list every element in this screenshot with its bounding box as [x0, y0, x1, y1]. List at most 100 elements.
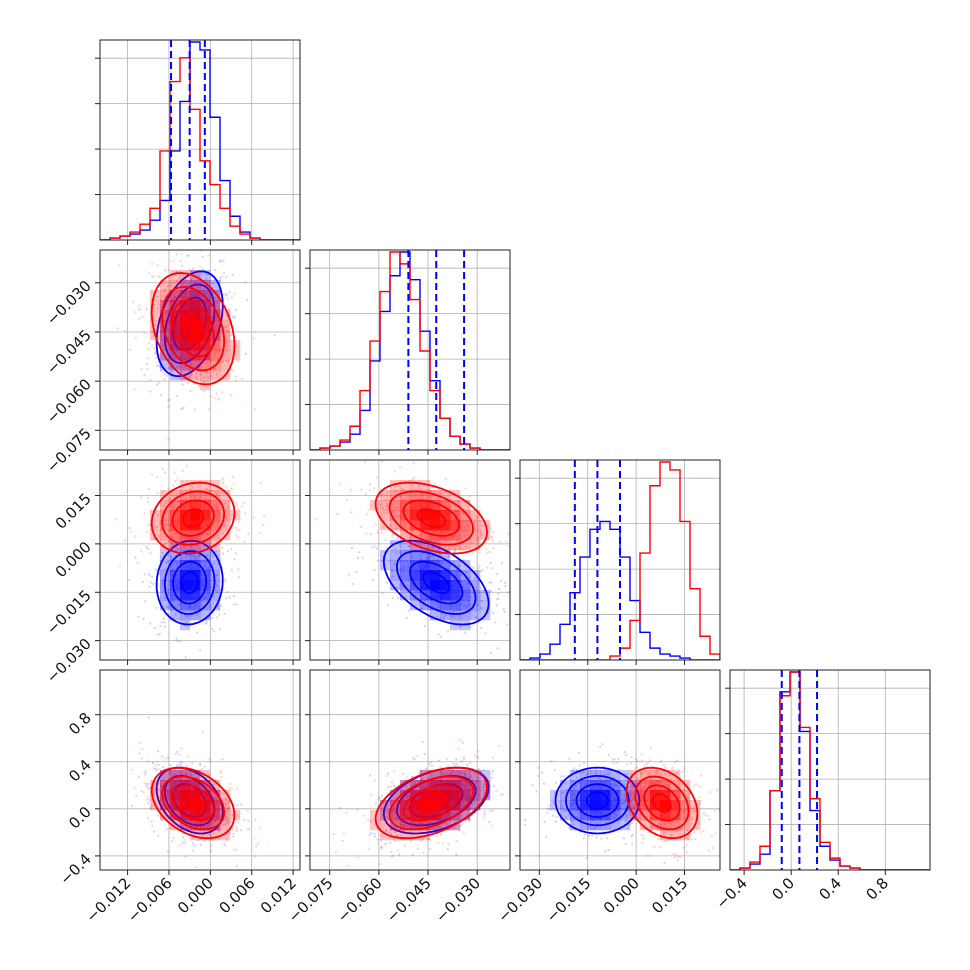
contour-red-2 [161, 490, 225, 546]
sample-point [163, 568, 166, 571]
sample-point [226, 507, 230, 510]
sample-point [167, 366, 170, 369]
sample-point [594, 768, 598, 771]
sample-point [138, 304, 141, 307]
density-cell [190, 800, 201, 811]
sample-point [420, 487, 423, 490]
contour-blue-0 [422, 571, 451, 595]
sample-point [395, 586, 398, 589]
sample-point [228, 596, 231, 599]
sample-point [622, 837, 625, 840]
sample-point [626, 773, 629, 776]
sample-point [428, 490, 431, 493]
sample-point [488, 794, 491, 797]
density-cell [420, 810, 431, 821]
density-cell [380, 490, 391, 501]
density-cell [560, 780, 571, 791]
sample-point [195, 613, 199, 616]
sample-point [455, 758, 458, 761]
sample-point [173, 295, 176, 298]
sample-point [514, 783, 516, 785]
density-cell [170, 540, 181, 551]
sample-point [554, 820, 557, 823]
sample-point [225, 837, 228, 840]
sample-point [166, 285, 169, 288]
sample-point [427, 546, 430, 550]
sample-point [379, 797, 382, 800]
sample-point [215, 574, 218, 577]
sample-point [235, 826, 238, 830]
sample-point [368, 489, 371, 492]
sample-point [491, 772, 494, 775]
sample-point [345, 811, 348, 815]
density-cell [470, 520, 481, 531]
sample-point [620, 802, 623, 806]
sample-point [375, 476, 378, 479]
sample-point [446, 765, 449, 768]
sample-point [469, 565, 472, 568]
density-cell [190, 310, 201, 321]
sample-point [482, 786, 485, 789]
sample-point [379, 503, 383, 506]
sample-point [259, 531, 262, 535]
sample-point [237, 821, 240, 824]
sample-point [208, 774, 211, 777]
sample-point [480, 607, 483, 610]
sample-point [186, 255, 189, 258]
sample-point [390, 799, 393, 802]
sample-point [676, 759, 679, 763]
sample-point [367, 508, 370, 511]
sample-point [461, 547, 464, 551]
sample-point [166, 791, 169, 794]
sample-point [578, 764, 581, 767]
density-cell [180, 350, 191, 361]
sample-point [702, 829, 705, 833]
sample-point [425, 557, 428, 560]
sample-point [185, 465, 189, 468]
sample-point [412, 462, 415, 465]
sample-point [205, 242, 207, 244]
sample-point [641, 834, 644, 837]
sample-point [631, 806, 634, 810]
sample-point [229, 334, 232, 337]
sample-point [156, 814, 159, 817]
sample-point [167, 540, 170, 544]
density-cell [430, 570, 441, 581]
sample-point [480, 524, 483, 527]
sample-point [657, 837, 660, 841]
sample-point [582, 771, 585, 774]
sample-point [203, 376, 206, 379]
density-cell [190, 820, 201, 831]
sample-point [391, 533, 394, 537]
sample-point [220, 275, 223, 278]
sample-point [232, 835, 235, 838]
sample-point [497, 592, 500, 596]
sample-point [420, 777, 423, 780]
sample-point [137, 775, 140, 778]
sample-point [690, 822, 693, 825]
sample-point [232, 848, 236, 851]
sample-point [487, 524, 490, 528]
sample-point [475, 755, 479, 759]
sample-point [607, 772, 610, 776]
density-cell [430, 580, 441, 591]
sample-point [225, 819, 228, 822]
sample-point [398, 822, 401, 825]
sample-point [225, 325, 228, 328]
sample-point [496, 598, 499, 601]
sample-point [224, 844, 227, 847]
density-cell [210, 800, 221, 811]
sample-point [163, 621, 166, 624]
y-tick-label-3-2: 0.4 [65, 756, 95, 786]
sample-point [153, 627, 156, 630]
sample-point [574, 784, 577, 787]
sample-point [192, 842, 195, 845]
sample-point [236, 829, 239, 832]
panel-content [520, 460, 720, 660]
panel-content [116, 242, 276, 441]
density-cell [620, 810, 631, 821]
sample-point [664, 766, 667, 769]
density-cell [650, 810, 661, 821]
density-cell [440, 820, 451, 831]
panel-frame [519, 669, 721, 871]
